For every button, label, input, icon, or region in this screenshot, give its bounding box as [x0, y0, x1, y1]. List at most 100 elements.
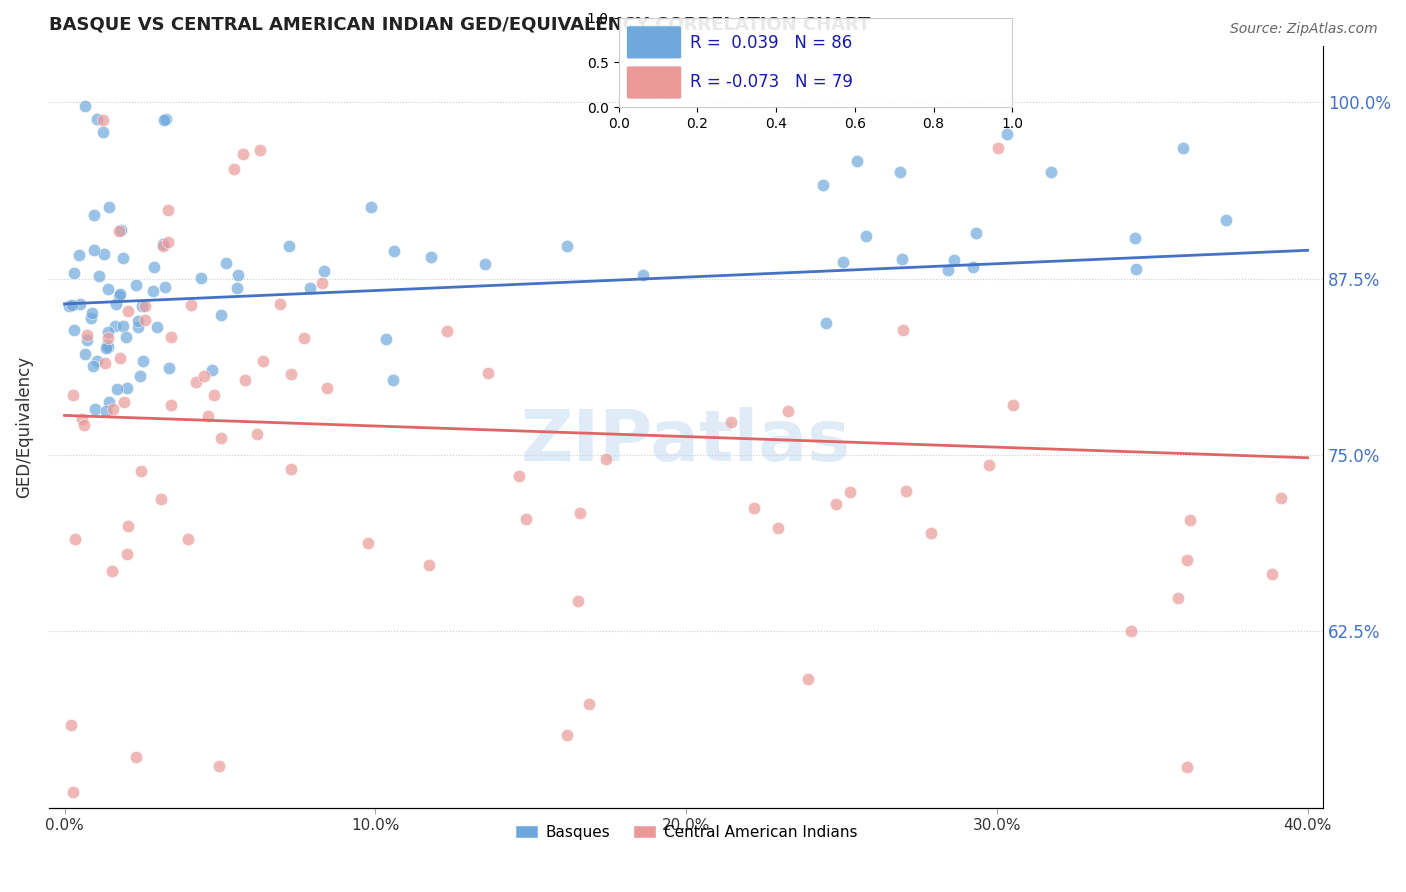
Central American Indians [568, 506, 591, 520]
Basques [86, 353, 108, 368]
Central American Indians [117, 304, 139, 318]
Central American Indians [197, 409, 219, 424]
Basques [86, 112, 108, 126]
Central American Indians [824, 497, 846, 511]
Basques [131, 354, 153, 368]
Basques [105, 382, 128, 396]
Central American Indians [920, 526, 942, 541]
Central American Indians [101, 402, 124, 417]
Basques [104, 318, 127, 333]
Basques [97, 340, 120, 354]
Basques [91, 124, 114, 138]
Central American Indians [515, 512, 537, 526]
Central American Indians [60, 718, 83, 732]
Central American Indians [232, 147, 254, 161]
Central American Indians [1167, 591, 1189, 606]
Basques [420, 250, 443, 264]
Basques [312, 263, 335, 277]
Central American Indians [436, 324, 458, 338]
Central American Indians [70, 412, 93, 426]
Central American Indians [595, 451, 617, 466]
Basques [97, 325, 120, 339]
Basques [962, 260, 984, 275]
Central American Indians [160, 398, 183, 412]
Central American Indians [1175, 552, 1198, 566]
Central American Indians [839, 484, 862, 499]
Basques [190, 271, 212, 285]
Central American Indians [117, 519, 139, 533]
Central American Indians [252, 354, 274, 368]
Basques [814, 316, 837, 330]
Central American Indians [160, 330, 183, 344]
Basques [80, 306, 103, 320]
Central American Indians [720, 415, 742, 429]
Basques [891, 252, 914, 266]
Basques [228, 268, 250, 283]
Text: R = -0.073   N = 79: R = -0.073 N = 79 [689, 73, 852, 91]
Central American Indians [73, 418, 96, 433]
Central American Indians [94, 356, 117, 370]
Basques [1125, 230, 1147, 244]
Basques [127, 314, 149, 328]
Central American Indians [578, 697, 600, 711]
Central American Indians [280, 462, 302, 476]
Central American Indians [418, 558, 440, 573]
Central American Indians [1270, 491, 1292, 505]
Basques [299, 281, 322, 295]
Central American Indians [202, 388, 225, 402]
Text: Source: ZipAtlas.com: Source: ZipAtlas.com [1230, 22, 1378, 37]
Basques [97, 395, 120, 409]
FancyBboxPatch shape [627, 66, 682, 99]
Central American Indians [987, 141, 1010, 155]
Central American Indians [149, 491, 172, 506]
Basques [89, 269, 111, 284]
Basques [965, 226, 987, 240]
Basques [94, 403, 117, 417]
Basques [846, 154, 869, 169]
Central American Indians [891, 323, 914, 337]
Central American Indians [508, 469, 530, 483]
Central American Indians [977, 458, 1000, 473]
Text: BASQUE VS CENTRAL AMERICAN INDIAN GED/EQUIVALENCY CORRELATION CHART: BASQUE VS CENTRAL AMERICAN INDIAN GED/EQ… [49, 15, 870, 33]
Basques [1125, 261, 1147, 276]
Basques [63, 323, 86, 337]
Central American Indians [110, 351, 132, 365]
Basques [936, 263, 959, 277]
Central American Indians [180, 298, 202, 312]
Basques [143, 260, 166, 274]
Basques [69, 297, 91, 311]
Basques [277, 239, 299, 253]
Basques [129, 368, 152, 383]
Basques [83, 402, 105, 417]
Central American Indians [1180, 513, 1202, 527]
Basques [1039, 165, 1062, 179]
Central American Indians [555, 729, 578, 743]
Central American Indians [768, 521, 790, 535]
Central American Indians [62, 785, 84, 799]
Basques [96, 341, 118, 355]
Central American Indians [357, 536, 380, 550]
Basques [811, 178, 834, 193]
Central American Indians [63, 532, 86, 546]
Basques [131, 299, 153, 313]
Basques [889, 165, 911, 179]
Basques [58, 299, 80, 313]
Central American Indians [157, 235, 180, 249]
Central American Indians [477, 366, 499, 380]
Central American Indians [269, 296, 291, 310]
Basques [97, 283, 120, 297]
Central American Indians [112, 394, 135, 409]
Central American Indians [249, 143, 271, 157]
Central American Indians [1261, 567, 1284, 582]
Central American Indians [156, 202, 179, 217]
Basques [360, 200, 382, 214]
Central American Indians [101, 564, 124, 578]
Central American Indians [184, 375, 207, 389]
Basques [157, 361, 180, 376]
Basques [127, 319, 149, 334]
Central American Indians [567, 594, 589, 608]
Basques [1171, 141, 1194, 155]
Basques [155, 112, 177, 127]
Central American Indians [1119, 624, 1142, 638]
Basques [995, 127, 1018, 141]
